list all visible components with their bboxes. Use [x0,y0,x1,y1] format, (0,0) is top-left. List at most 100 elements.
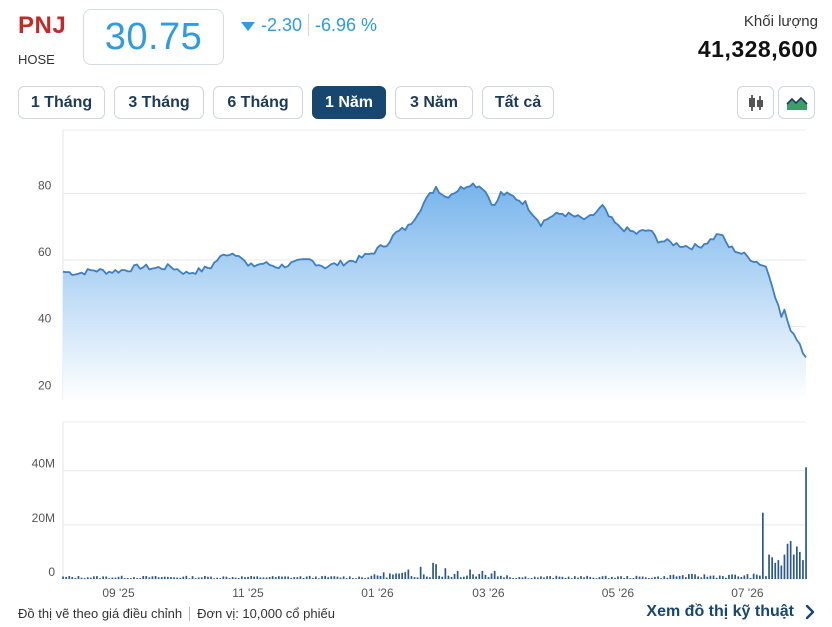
price-y-tick-label: 60 [38,245,52,259]
volume-bar [315,576,317,579]
volume-bar [537,577,539,579]
volume-bar [247,576,249,579]
volume-bar [432,562,434,579]
range-button-3-years[interactable]: 3 Năm [395,86,473,119]
volume-bar [413,577,416,579]
x-tick-label: 07 '26 [731,586,764,600]
volume-bar [74,578,77,579]
volume-bar [515,578,518,579]
volume-bar [688,574,690,579]
volume-bar [506,575,508,579]
price-line [62,182,807,359]
volume-bar [484,574,487,579]
volume-bar [500,575,502,579]
volume-bar [555,575,558,579]
volume-bar [256,576,259,579]
volume-bar [564,577,567,579]
volume-bar [780,565,783,579]
volume-bar [86,577,89,579]
volume-bar [675,576,678,579]
volume-bar [395,573,397,579]
candlestick-chart-button[interactable] [737,86,774,119]
volume-bar [200,577,203,579]
volume-bar [651,577,653,579]
volume-bar [743,575,746,579]
volume-bar [783,554,786,579]
area-chart-button[interactable] [778,86,815,119]
volume-bar [737,576,740,579]
volume-bar [182,576,185,579]
volume-bar [789,541,792,579]
volume-bar [786,543,789,579]
volume-bar [601,576,604,579]
volume-bar [185,575,188,579]
volume-bar [102,576,104,579]
volume-bar [389,573,391,579]
volume-bar [617,576,619,579]
volume-bar [401,572,403,579]
volume-bar [151,576,154,579]
volume-bar [355,578,357,579]
volume-bar [231,577,234,579]
volume-bar [580,576,582,579]
volume-bar [450,577,453,579]
volume-bar [706,576,709,579]
volume-bar [68,576,71,579]
volume-bar [589,576,592,579]
volume-bar [250,576,252,579]
volume-bar [438,575,440,579]
volume-bar [644,577,647,579]
volume-bar [268,577,271,579]
volume-bar [318,578,320,579]
volume-bar [364,578,366,579]
volume-bar [108,578,111,579]
technical-chart-link[interactable]: Xem đồ thị kỹ thuật [646,603,818,621]
range-button-all[interactable]: Tất cả [482,86,554,119]
volume-bar [459,577,462,579]
volume-bar [521,577,524,579]
volume-bar [219,578,222,579]
volume-bar [626,576,629,579]
volume-bar [382,572,385,579]
volume-bar [641,576,644,579]
volume-bar [308,575,311,579]
volume-bar [333,576,336,579]
volume-bar [71,577,74,579]
range-button-1-month[interactable]: 1 Tháng [18,86,105,119]
volume-bar [305,576,308,579]
volume-bar [635,575,638,579]
adjusted-price-note: Đồ thị vẽ theo giá điều chỉnh [18,606,183,621]
volume-bar [216,577,218,579]
volume-bar [632,577,635,579]
volume-bar [475,576,477,579]
volume-bar [392,574,394,579]
volume-bar [163,576,166,579]
range-button-6-months[interactable]: 6 Tháng [213,86,303,119]
volume-bar [278,576,280,579]
volume-bar [173,577,175,579]
volume-bar [623,578,625,579]
range-button-3-months[interactable]: 3 Tháng [114,86,204,119]
volume-bar [509,577,511,579]
volume-bar [496,576,499,579]
volume-bar [604,575,607,579]
volume-bar [65,576,67,579]
volume-bar [527,578,530,579]
volume-bar [367,577,370,579]
volume-y-tick-label: 0 [48,565,55,579]
volume-bar [595,578,598,579]
volume-bar [441,576,444,579]
volume-bar [805,467,807,579]
volume-bar [167,576,169,579]
volume-bar [759,575,761,579]
volume-bar [512,578,514,579]
volume-bar [638,576,641,579]
volume-bar [762,512,764,579]
volume-bar [472,574,474,579]
volume-bar [444,568,447,579]
volume-bar [570,578,573,579]
volume-bar [287,576,289,579]
volume-bar [410,576,413,579]
change-value: -2.30 [261,14,303,35]
range-button-1-year[interactable]: 1 Năm [312,86,386,119]
